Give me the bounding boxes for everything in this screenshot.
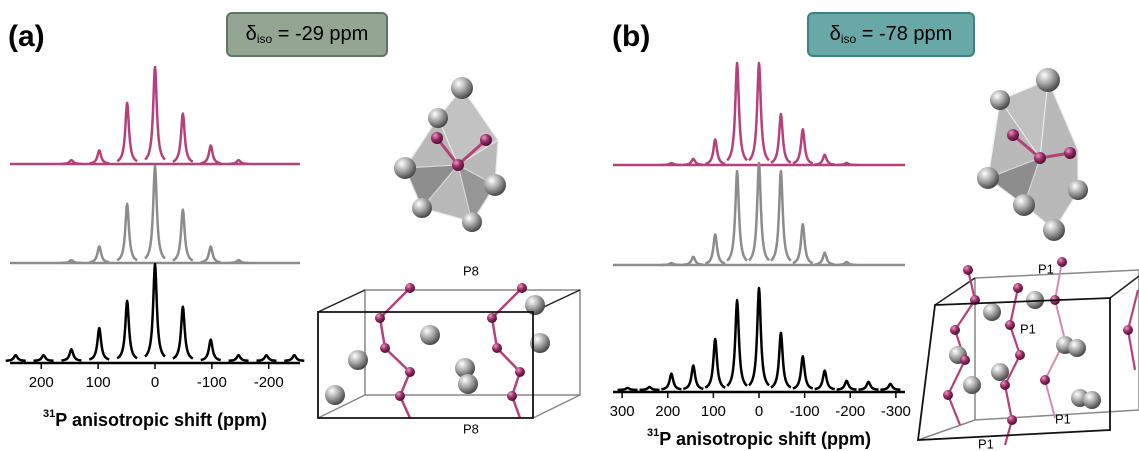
peak (145, 166, 165, 259)
peak (61, 349, 81, 360)
peak (793, 129, 813, 163)
peak (117, 301, 137, 358)
peak (661, 374, 681, 390)
peak (145, 67, 165, 160)
annotation-subscript: iso (841, 32, 857, 46)
peak (89, 328, 109, 359)
peak (284, 355, 304, 361)
peak (173, 210, 193, 261)
peak (117, 103, 137, 161)
peak (201, 146, 221, 164)
peak (815, 253, 835, 265)
polyhedron-b (977, 68, 1088, 241)
x-axis-title: 31P anisotropic shift (ppm) (647, 427, 871, 449)
peak (34, 355, 54, 361)
peak (815, 371, 835, 389)
x-axis-title-text: P anisotropic shift (ppm) (659, 429, 871, 449)
unit-cell-b (918, 257, 1139, 445)
x-tick-label: 100 (701, 403, 726, 420)
structure-label: P1 (1020, 321, 1036, 336)
x-tick-label: 0 (755, 403, 763, 420)
structure-label: P8 (463, 263, 479, 278)
peak (6, 355, 26, 361)
peak (705, 234, 725, 263)
structure-label: P1 (1038, 261, 1054, 276)
peak (749, 288, 769, 385)
peak (793, 224, 813, 263)
peak (117, 204, 137, 260)
annotation-text: = -29 ppm (272, 23, 368, 45)
peak (771, 114, 791, 163)
peak (793, 356, 813, 388)
x-tick-label: 200 (29, 374, 54, 391)
annotation-subscript: iso (257, 32, 273, 46)
x-tick-label: -300 (881, 403, 911, 420)
peak (705, 339, 725, 388)
structure-label: P1 (1055, 411, 1071, 426)
annotation-symbol: δ (246, 23, 257, 45)
peak (727, 171, 747, 261)
peak (618, 388, 638, 390)
x-axis-title-superscript: 31 (43, 408, 55, 420)
peak (683, 366, 703, 389)
peak (727, 300, 747, 386)
peak (229, 355, 249, 361)
peak (815, 155, 835, 165)
structure-label: P8 (463, 421, 479, 436)
peak (89, 247, 109, 263)
peak (201, 247, 221, 263)
x-tick-label: -100 (197, 374, 227, 391)
peak (256, 355, 276, 361)
x-tick-label: -100 (790, 403, 820, 420)
peak (145, 264, 165, 357)
x-axis-title: 31P anisotropic shift (ppm) (43, 408, 267, 430)
x-tick-label: -200 (835, 403, 865, 420)
peak (771, 171, 791, 261)
peak (705, 140, 725, 164)
panel-label: (b) (612, 20, 650, 53)
annotation-text: = -78 ppm (856, 23, 952, 45)
x-axis-title-text: P anisotropic shift (ppm) (55, 410, 267, 430)
annotation-symbol: δ (830, 23, 841, 45)
peak (173, 307, 193, 359)
peak (749, 163, 769, 260)
peak (640, 387, 660, 390)
panel-label: (a) (8, 20, 45, 53)
peak (89, 150, 109, 163)
x-axis-title-superscript: 31 (647, 427, 659, 439)
structure-label: P1 (978, 436, 994, 451)
peak (173, 114, 193, 162)
figure: P8 P8 P1 P1 P1 P1 (a)δiso = -29 ppm20010… (0, 0, 1139, 451)
peak (837, 381, 857, 390)
peak (859, 382, 879, 390)
x-tick-label: -200 (254, 374, 284, 391)
x-tick-label: 0 (151, 374, 159, 391)
x-tick-label: 200 (655, 403, 680, 420)
peak (880, 384, 900, 390)
peak (201, 340, 221, 360)
x-tick-label: 300 (610, 403, 635, 420)
unit-cell-a (318, 283, 580, 418)
x-tick-label: 100 (86, 374, 111, 391)
peak (771, 333, 791, 387)
peak (749, 63, 769, 160)
peak (683, 257, 703, 265)
peak (727, 63, 747, 160)
polyhedron-a (394, 77, 506, 232)
